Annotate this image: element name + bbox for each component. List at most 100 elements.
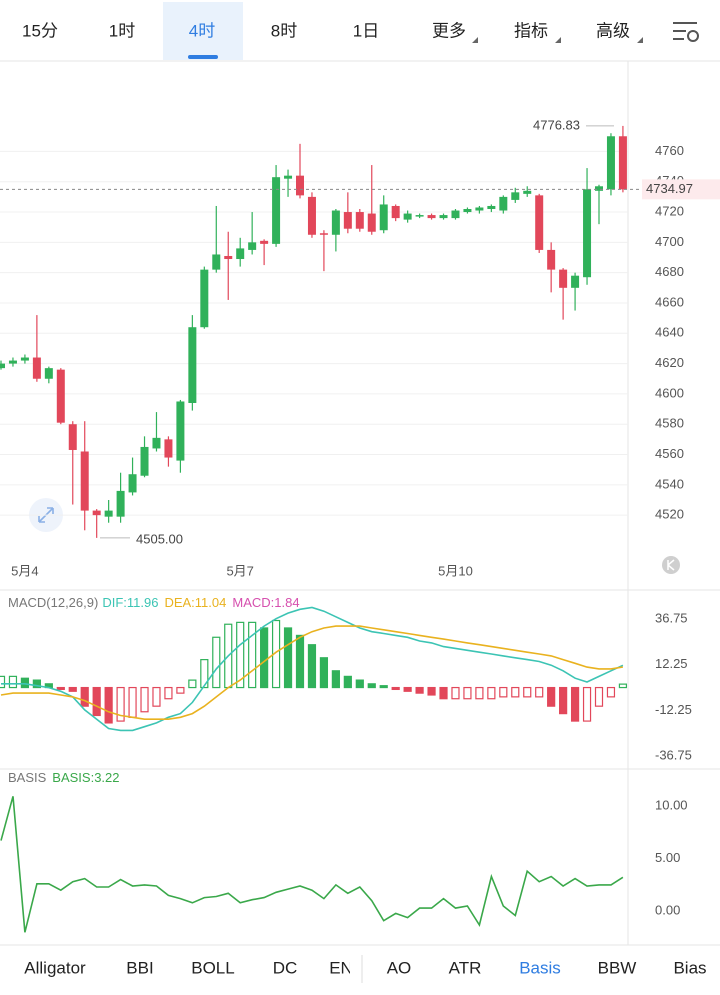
macd-bar	[523, 686, 532, 698]
candle-body	[32, 357, 41, 379]
macd-bar	[582, 686, 592, 722]
candle-body	[547, 249, 556, 270]
indicator-tab[interactable]: BBI	[126, 958, 153, 977]
macd-bar	[164, 686, 173, 700]
indicator-tab[interactable]: Alligator	[24, 958, 86, 977]
last-price-box	[642, 179, 720, 200]
macd-bar	[0, 675, 6, 689]
indicator-line	[1, 606, 624, 732]
macd-bar	[92, 686, 101, 717]
active-tab-bg	[163, 2, 243, 60]
candle-body	[415, 215, 424, 217]
macd-bar	[355, 679, 364, 689]
indicator-tab[interactable]: EN	[329, 958, 353, 977]
macd-bar	[379, 685, 388, 689]
candle-body	[296, 175, 304, 196]
tab[interactable]: 15分	[22, 21, 58, 40]
candle-body	[535, 195, 544, 250]
candle-body	[595, 186, 603, 191]
tab[interactable]: 4时	[189, 21, 215, 40]
macd-bar	[391, 686, 400, 691]
y-tick-label: 5.00	[655, 850, 680, 865]
macd-bar	[260, 627, 269, 689]
active-tab-underline	[188, 55, 218, 59]
indicator-tab[interactable]: AO	[387, 958, 412, 977]
candle-body	[128, 474, 137, 493]
candle-body	[236, 248, 245, 260]
k-button[interactable]	[662, 556, 680, 574]
basis-legend: BASIS BASIS:3.22	[8, 770, 120, 785]
indicator-tab[interactable]: DC	[273, 958, 298, 977]
tab[interactable]: 高级	[596, 21, 630, 40]
candle-body	[20, 357, 29, 361]
candle-body	[583, 189, 592, 278]
indicator-tab[interactable]: Basis	[519, 958, 561, 977]
macd-bar	[499, 686, 508, 698]
tab[interactable]: 8时	[271, 21, 297, 40]
y-tick-label: 4720	[655, 203, 684, 218]
macd-bar	[606, 686, 616, 698]
macd-bar	[475, 686, 484, 700]
y-tick-label: 4640	[655, 325, 684, 340]
macd-bar	[547, 686, 556, 707]
tab[interactable]: 指标	[514, 21, 548, 40]
candle-body	[439, 215, 448, 219]
y-tick-label: 4520	[655, 507, 684, 522]
candle-body	[403, 213, 412, 220]
candle-body	[463, 209, 472, 213]
tab[interactable]: 更多	[432, 21, 466, 40]
candle-body	[343, 212, 352, 229]
candle-body	[475, 207, 484, 211]
y-tick-label: 12.25	[655, 656, 688, 671]
macd-bar	[463, 686, 472, 700]
indicator-tab[interactable]: Bias	[673, 958, 706, 977]
settings-icon[interactable]	[673, 22, 699, 42]
macd-legend: MACD(12,26,9) DIF:11.96 DEA:11.04 MACD:1.84	[8, 595, 300, 610]
macd-bar	[594, 686, 604, 707]
macd-bar	[68, 686, 77, 692]
macd-bar	[176, 686, 185, 694]
y-tick-label: 4560	[655, 446, 684, 461]
indicator-tab[interactable]: BBW	[598, 958, 637, 977]
macd-bar	[307, 644, 317, 689]
indicator-line	[0, 796, 624, 933]
candle-body	[331, 210, 340, 235]
candle-body	[319, 233, 328, 235]
macd-bar	[283, 627, 293, 689]
candle-body	[164, 439, 173, 458]
candle-body	[427, 215, 436, 219]
macd-bar	[212, 636, 221, 689]
candle-body	[152, 437, 161, 449]
legend-entry: DEA:11.04	[164, 595, 226, 610]
y-tick-label: 36.75	[655, 611, 688, 626]
macd-bar	[570, 686, 580, 722]
macd-bar	[319, 657, 329, 689]
macd-bar	[188, 679, 197, 689]
macd-bar	[331, 670, 340, 689]
macd-bar	[200, 659, 209, 689]
macd-bar	[415, 686, 424, 694]
candle-body	[176, 401, 185, 461]
indicator-tab[interactable]: ATR	[449, 958, 482, 977]
macd-bar	[439, 686, 448, 700]
indicator-tab[interactable]: BOLL	[191, 958, 234, 977]
candle-body	[104, 510, 113, 517]
indicator-line	[0, 625, 624, 720]
tab[interactable]: 1时	[109, 21, 135, 40]
x-tick-label: 5月4	[11, 563, 38, 578]
candle-body	[8, 360, 17, 364]
candle-body	[140, 446, 149, 476]
candle-body	[391, 205, 400, 219]
tab[interactable]: 1日	[353, 21, 379, 40]
macd-bar	[20, 677, 30, 689]
candle-body	[224, 255, 233, 260]
candle-body	[68, 424, 77, 450]
candle-body	[212, 254, 221, 270]
legend-entry: MACD:1.84	[232, 595, 299, 610]
candle-body	[188, 327, 197, 403]
macd-bar	[248, 621, 257, 689]
macd-bar	[511, 686, 520, 698]
y-tick-label: 4620	[655, 355, 684, 370]
macd-bar	[451, 686, 460, 700]
macd-bar	[427, 686, 436, 696]
